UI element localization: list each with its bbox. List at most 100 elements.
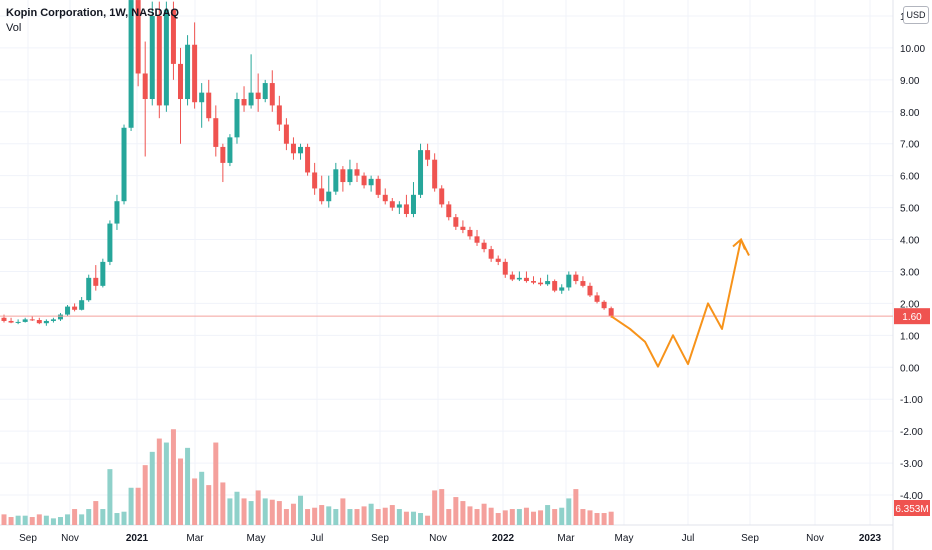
volume-bar [283,509,289,525]
candle-body [446,204,452,218]
candle-body [354,169,360,176]
volume-bar [523,507,529,525]
volume-bar [333,509,339,525]
volume-bar [79,514,85,525]
volume-bar [213,442,219,525]
volume-bar [545,505,551,525]
volume-bar [538,510,544,525]
volume-bar [425,515,431,525]
x-tick-label: Nov [61,533,79,544]
volume-bar [580,509,586,525]
candle-body [290,143,296,154]
volume-bar [149,451,155,525]
volume-bar [474,509,480,525]
volume-bar [410,511,416,525]
volume-bar [206,485,212,525]
volume-bar [269,499,275,525]
candle-body [538,282,544,285]
volume-bar [495,513,501,525]
candle-body [241,99,247,106]
candle-body [72,306,78,310]
volume-badge-label: 6.353M [895,504,928,515]
candle-body [86,277,92,301]
y-tick-label: 8.00 [900,108,920,119]
x-tick-label: Jul [682,533,695,544]
candle-body [15,321,21,323]
candle-body [29,319,35,321]
volume-bar [163,442,169,525]
candle-body [156,16,162,106]
candle-body [227,137,233,163]
volume-bar [170,429,176,525]
candle-body [199,92,205,103]
candle-body [467,229,473,237]
volume-bar [601,513,607,525]
y-tick-label: 4.00 [900,236,920,247]
candle-body [107,223,113,262]
candle-body [248,92,254,106]
candle-body [128,0,134,128]
candle-body [439,188,445,205]
candle-body [403,204,409,214]
y-tick-label: 10.00 [900,44,925,55]
volume-bar [305,509,311,525]
volume-bar [594,513,600,525]
y-tick-label: 6.00 [900,172,920,183]
y-tick-label: 2.00 [900,299,920,310]
volume-bar [481,503,487,525]
y-tick-label: 9.00 [900,76,920,87]
candle-body [269,83,275,106]
volume-bar [255,490,261,525]
candle-body [361,175,367,186]
volume-bar [220,482,226,525]
candle-body [220,146,226,163]
volume-bar [312,507,318,525]
volume-bar [608,511,614,525]
volume-bar [185,447,191,525]
candle-body [601,301,607,309]
volume-bar [439,489,445,525]
volume-bar [368,503,374,525]
x-tick-label: Sep [741,533,759,544]
volume-bar [354,509,360,525]
candle-body [142,73,148,100]
volume-bar [178,458,183,525]
volume-bar [234,491,240,525]
volume-bar [361,506,367,525]
volume-label: Vol [6,22,22,34]
y-tick-label: 7.00 [900,140,920,151]
volume-bar [8,517,14,525]
symbol-title: Kopin Corporation, 1W, NASDAQ [6,7,179,19]
volume-bar [298,495,304,525]
volume-bar [587,510,593,525]
volume-bar [488,507,494,525]
volume-bar [418,513,424,525]
price-badge-label: 1.60 [902,312,922,323]
y-tick-label: -4.00 [900,491,923,502]
volume-bar [432,490,438,525]
candle-body [418,150,424,195]
candle-body [305,146,311,173]
candle-body [283,124,289,144]
volume-bar [156,438,162,525]
volume-bar [340,498,346,525]
currency-label[interactable]: USD [903,6,929,24]
volume-bar [467,506,473,525]
candle-body [333,169,339,192]
volume-bar [36,514,42,525]
volume-bar [93,501,99,525]
x-tick-label: May [247,533,266,544]
candle-body [502,261,508,275]
candle-body [474,236,480,243]
volume-bar [552,509,558,525]
candle-body [57,314,63,320]
candle-body [481,242,487,250]
volume-bar [403,511,409,525]
x-tick-label: Nov [429,533,447,544]
candle-body [425,150,431,160]
volume-bar [248,501,254,525]
candle-body [114,201,120,224]
volume-bar [453,497,459,525]
candle-body [262,83,268,100]
